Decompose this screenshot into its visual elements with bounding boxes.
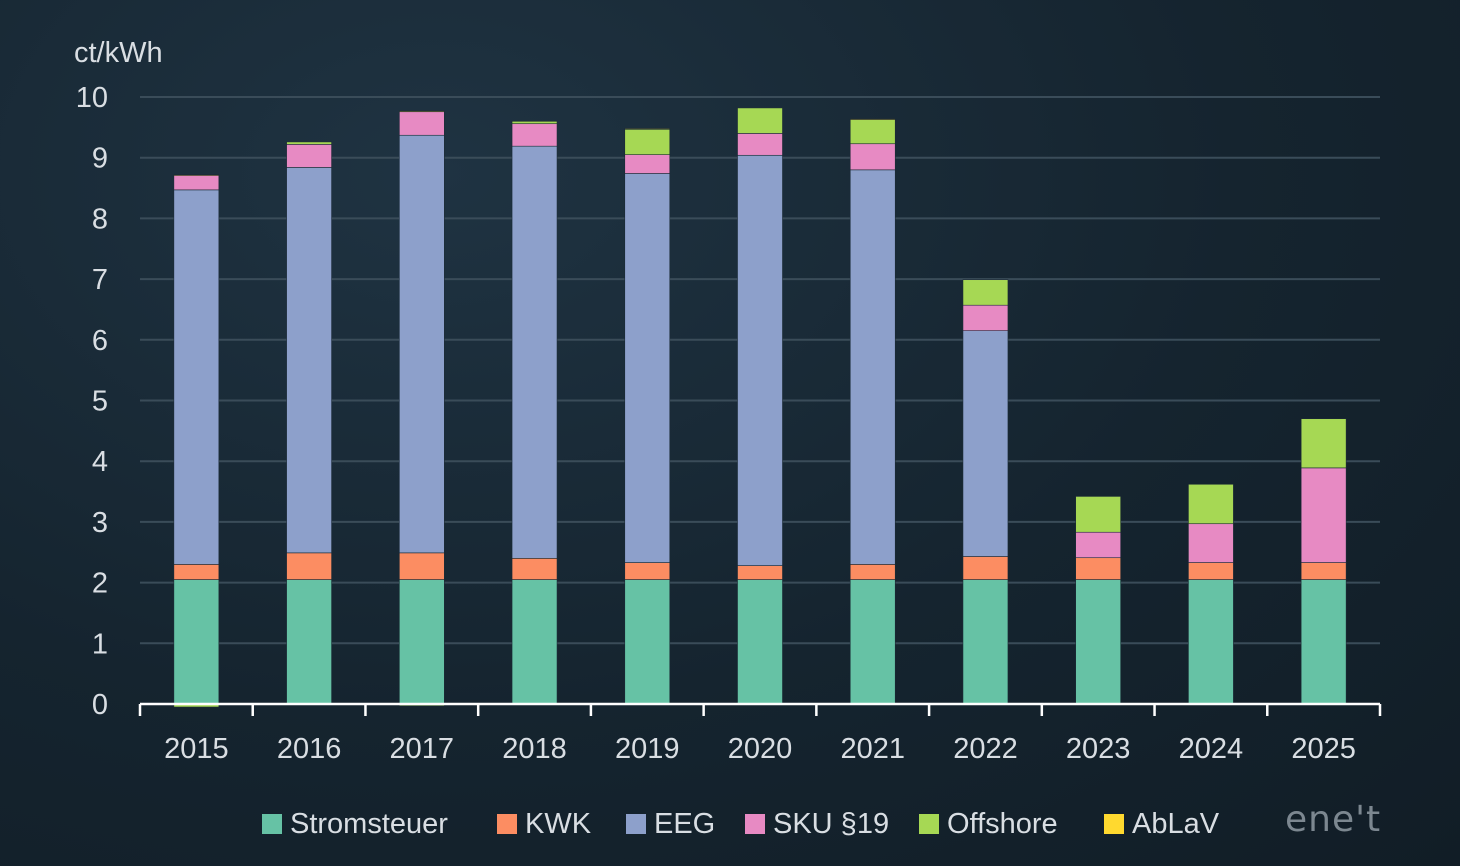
bar-segment-2015-eeg — [173, 189, 220, 565]
bar-segment-2019-offshore — [624, 128, 671, 155]
y-tick-label: 4 — [92, 446, 108, 478]
x-tick-label: 2019 — [615, 733, 680, 765]
y-tick-label: 9 — [92, 143, 108, 175]
bar-segment-2020-eeg — [737, 154, 783, 566]
x-tick-label: 2018 — [502, 733, 567, 765]
bar-segment-2019-ablav — [624, 128, 671, 130]
y-tick-label: 7 — [92, 264, 108, 296]
bar-segment-2017-kwk — [399, 552, 445, 580]
x-tick-label: 2024 — [1179, 733, 1244, 765]
bar-segment-2017-eeg — [399, 134, 445, 554]
brand-logo: ene't — [1285, 799, 1381, 840]
bar-segment-2016-stromsteuer — [286, 579, 332, 705]
bar-segment-2019-sku-19 — [624, 154, 671, 174]
bar-segment-2022-sku-19 — [962, 304, 1009, 331]
bar-segment-2023-kwk — [1075, 557, 1121, 580]
bar-segment-2018-sku-19 — [511, 123, 558, 147]
legend-swatch-eeg — [626, 814, 646, 834]
bar-segment-2025-sku-19 — [1300, 467, 1347, 563]
y-tick-label: 6 — [92, 325, 108, 357]
bar-segment-2021-offshore — [849, 119, 896, 145]
legend-swatch-stromsteuer — [262, 814, 282, 834]
legend-label: Stromsteuer — [290, 808, 448, 840]
bar-segment-2022-stromsteuer — [962, 579, 1009, 705]
bar-segment-2024-offshore — [1188, 483, 1234, 525]
bar-segment-2015-ablav — [173, 174, 220, 176]
y-tick-label: 2 — [92, 568, 108, 600]
y-tick-label: 0 — [92, 689, 108, 721]
legend: Stromsteuer KWK EEG SKU §19 Offshore AbLaV — [262, 808, 1220, 840]
bar-segment-2015-stromsteuer — [173, 579, 220, 705]
legend-label: EEG — [654, 808, 715, 840]
bar-segment-2025-stromsteuer — [1300, 579, 1347, 705]
bar-segment-2021-stromsteuer — [849, 579, 896, 705]
y-tick-label: 8 — [92, 203, 108, 235]
bar-segment-2019-stromsteuer — [624, 579, 671, 705]
bar-segment-2022-eeg — [962, 330, 1009, 557]
y-tick-label: 5 — [92, 386, 108, 418]
bar-segment-2021-sku-19 — [849, 143, 896, 171]
bar-segment-2024-kwk — [1188, 562, 1234, 580]
bar-segment-2023-offshore — [1075, 496, 1121, 533]
x-tick-label: 2021 — [840, 733, 905, 765]
legend-label: Offshore — [947, 808, 1058, 840]
x-tick-label: 2020 — [728, 733, 793, 765]
bar-segment-2021-eeg — [849, 169, 896, 565]
bar-segment-2022-offshore — [962, 279, 1009, 306]
bar-segment-2020-sku-19 — [737, 133, 783, 156]
bar-segment-2022-kwk — [962, 556, 1009, 580]
legend-label: SKU §19 — [773, 808, 889, 840]
bar-segment-2024-stromsteuer — [1188, 579, 1234, 705]
bar-segment-2019-kwk — [624, 562, 671, 580]
bar-segment-2023-sku-19 — [1075, 531, 1121, 559]
bar-segment-2020-stromsteuer — [737, 579, 783, 705]
bar-segment-2017-stromsteuer — [399, 579, 445, 705]
x-tick-label: 2016 — [277, 733, 342, 765]
bar-segment-2024-sku-19 — [1188, 523, 1234, 563]
bar-segment-2016-offshore — [286, 141, 332, 145]
bar-segment-2021-ablav — [849, 118, 896, 120]
bar-segment-2017-ablav — [399, 110, 445, 113]
bar-segment-2015-sku-19 — [173, 175, 220, 191]
bar-segment-2025-offshore — [1300, 418, 1347, 469]
bar-segment-2016-kwk — [286, 552, 332, 580]
y-tick-label: 10 — [76, 82, 108, 114]
y-axis-labels: 0 1 2 3 4 5 6 7 8 9 10 — [76, 82, 108, 721]
x-tick-label: 2022 — [953, 733, 1018, 765]
bar-segment-2023-stromsteuer — [1075, 579, 1121, 705]
bar-segment-2020-kwk — [737, 565, 783, 580]
x-tick-label: 2017 — [390, 733, 455, 765]
bar-segment-2018-eeg — [511, 145, 558, 559]
bar-segment-2018-offshore — [511, 120, 558, 125]
bar-segment-2018-stromsteuer — [511, 579, 558, 705]
bar-segment-2018-kwk — [511, 558, 558, 580]
x-tick-label: 2015 — [164, 733, 229, 765]
bar-segment-2016-sku-19 — [286, 144, 332, 168]
legend-swatch-sku-19 — [745, 814, 765, 834]
bar-segment-2025-kwk — [1300, 562, 1347, 580]
legend-swatch-ablav — [1104, 814, 1124, 834]
bar-segment-2016-eeg — [286, 167, 332, 554]
y-tick-label: 1 — [92, 628, 108, 660]
x-axis: 2015 2016 2017 2018 2019 2020 2021 2022 2023 2024… — [138, 702, 1382, 765]
legend-swatch-kwk — [497, 814, 517, 834]
y-tick-label: 3 — [92, 507, 108, 539]
bar-segment-2017-sku-19 — [399, 111, 445, 136]
bars — [173, 107, 1347, 708]
x-tick-label: 2025 — [1291, 733, 1356, 765]
x-tick-label: 2023 — [1066, 733, 1131, 765]
bar-segment-2021-kwk — [849, 564, 896, 580]
legend-swatch-offshore — [919, 814, 939, 834]
legend-label: KWK — [525, 808, 592, 840]
legend-label: AbLaV — [1132, 808, 1220, 840]
y-axis-unit-label: ct/kWh — [74, 37, 163, 69]
bar-segment-2020-offshore — [737, 107, 783, 134]
bar-segment-2019-eeg — [624, 173, 671, 563]
bar-segment-2015-kwk — [173, 564, 220, 580]
